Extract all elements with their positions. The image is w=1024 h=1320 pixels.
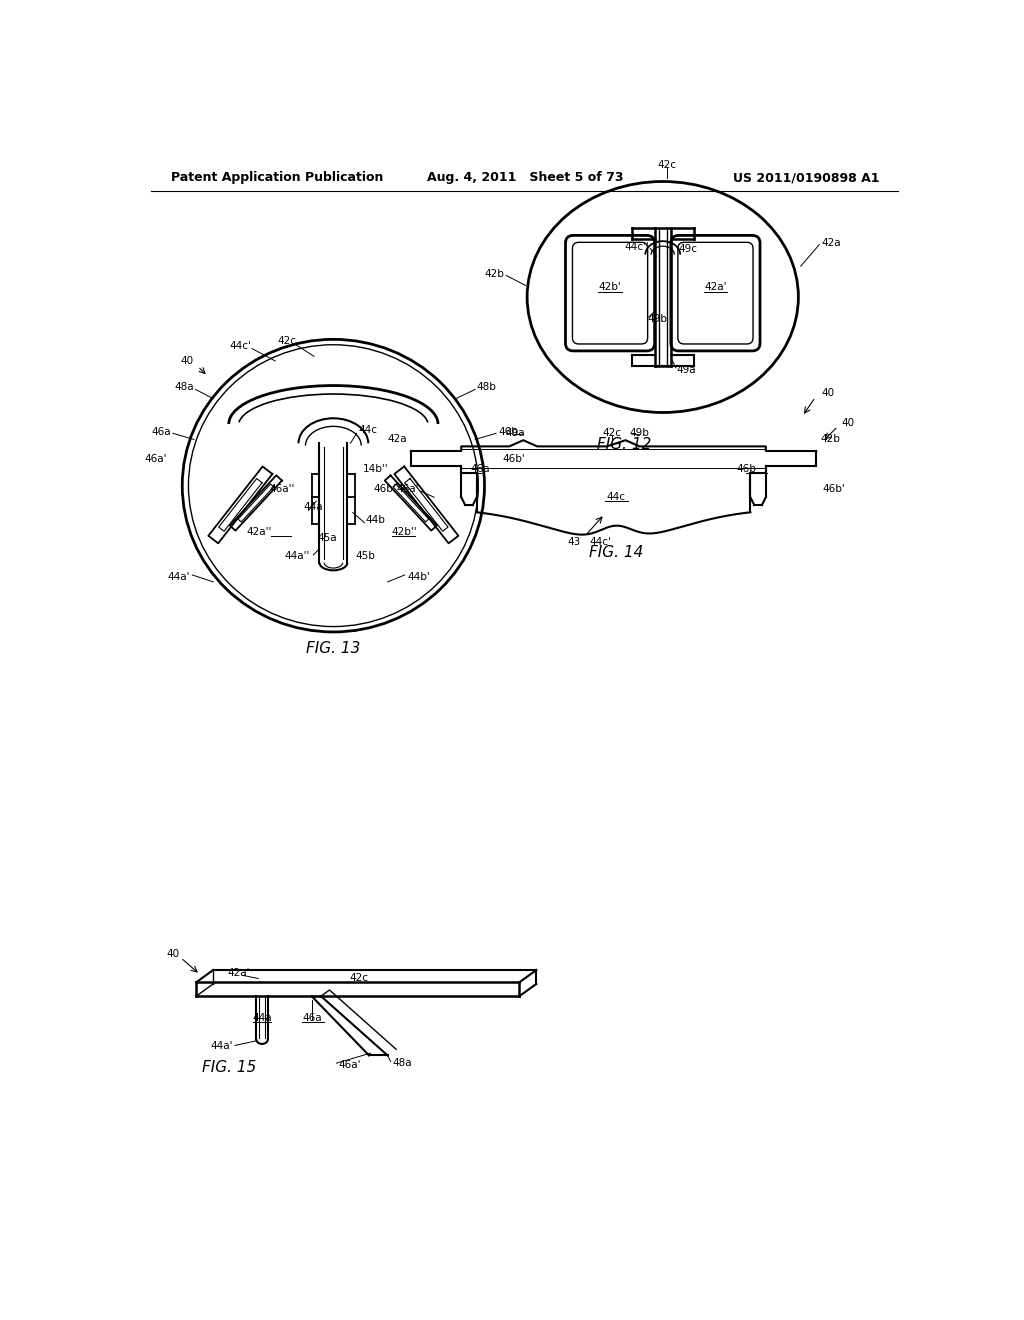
Text: 46a: 46a	[151, 426, 171, 437]
Text: 44a'': 44a''	[285, 552, 310, 561]
Text: Patent Application Publication: Patent Application Publication	[171, 172, 383, 185]
Text: 44a': 44a'	[168, 572, 190, 582]
Text: 44b: 44b	[366, 515, 386, 525]
Text: 14b'': 14b''	[362, 463, 388, 474]
Text: FIG. 13: FIG. 13	[306, 642, 360, 656]
Text: 42c: 42c	[349, 973, 369, 982]
Text: 44a: 44a	[304, 502, 324, 512]
Text: 42b: 42b	[820, 434, 840, 444]
Text: 46b: 46b	[736, 465, 757, 474]
Text: 46a: 46a	[303, 1012, 323, 1023]
Text: 44c: 44c	[607, 492, 626, 502]
Text: 42a: 42a	[387, 434, 407, 444]
Text: 48a: 48a	[174, 381, 194, 392]
Text: 45b: 45b	[355, 552, 375, 561]
Text: 42c: 42c	[603, 428, 622, 437]
Text: 42c: 42c	[278, 335, 296, 346]
Text: 49c: 49c	[678, 244, 697, 255]
Text: 44a': 44a'	[210, 1041, 232, 1051]
Text: 49a: 49a	[506, 428, 525, 437]
Text: 45a: 45a	[317, 533, 338, 543]
Text: 46b': 46b'	[503, 454, 525, 463]
Text: FIG. 14: FIG. 14	[589, 545, 643, 560]
Text: 44c'': 44c''	[624, 242, 649, 252]
Text: 46a': 46a'	[396, 484, 419, 495]
Text: 49b: 49b	[630, 428, 649, 437]
Text: FIG. 15: FIG. 15	[202, 1060, 256, 1074]
Text: 42a: 42a	[821, 238, 842, 248]
Text: 44c: 44c	[358, 425, 377, 436]
Text: 42b'': 42b''	[391, 527, 417, 537]
Text: 42b: 42b	[484, 269, 504, 279]
Text: 42c: 42c	[657, 160, 676, 169]
Text: 49b: 49b	[647, 314, 667, 323]
Text: 40: 40	[181, 356, 194, 366]
Text: 44b': 44b'	[407, 572, 430, 582]
Text: 40: 40	[166, 949, 179, 958]
Text: 44c': 44c'	[590, 537, 611, 546]
Text: 40: 40	[841, 418, 854, 428]
Text: US 2011/0190898 A1: US 2011/0190898 A1	[733, 172, 880, 185]
Text: 49a: 49a	[677, 366, 696, 375]
Text: 48b: 48b	[477, 381, 497, 392]
Text: 46b': 46b'	[822, 484, 845, 495]
Text: 46a': 46a'	[338, 1060, 360, 1071]
Text: 46b'': 46b''	[374, 484, 399, 495]
Text: 46a': 46a'	[144, 454, 167, 463]
Text: 42a': 42a'	[705, 282, 727, 292]
Text: 43: 43	[567, 537, 581, 546]
Text: 48a: 48a	[392, 1059, 412, 1068]
Text: 46a'': 46a''	[269, 484, 295, 495]
Text: 40: 40	[821, 388, 835, 399]
Text: FIG. 12: FIG. 12	[597, 437, 651, 453]
Text: 42a': 42a'	[227, 968, 250, 978]
Text: 46b: 46b	[499, 426, 518, 437]
Text: 44c': 44c'	[229, 341, 251, 351]
Text: 44a: 44a	[252, 1012, 272, 1023]
Text: 42a'': 42a''	[246, 527, 271, 537]
Text: Aug. 4, 2011   Sheet 5 of 73: Aug. 4, 2011 Sheet 5 of 73	[427, 172, 623, 185]
Text: 42b': 42b'	[599, 282, 622, 292]
Text: 46a: 46a	[471, 465, 490, 474]
